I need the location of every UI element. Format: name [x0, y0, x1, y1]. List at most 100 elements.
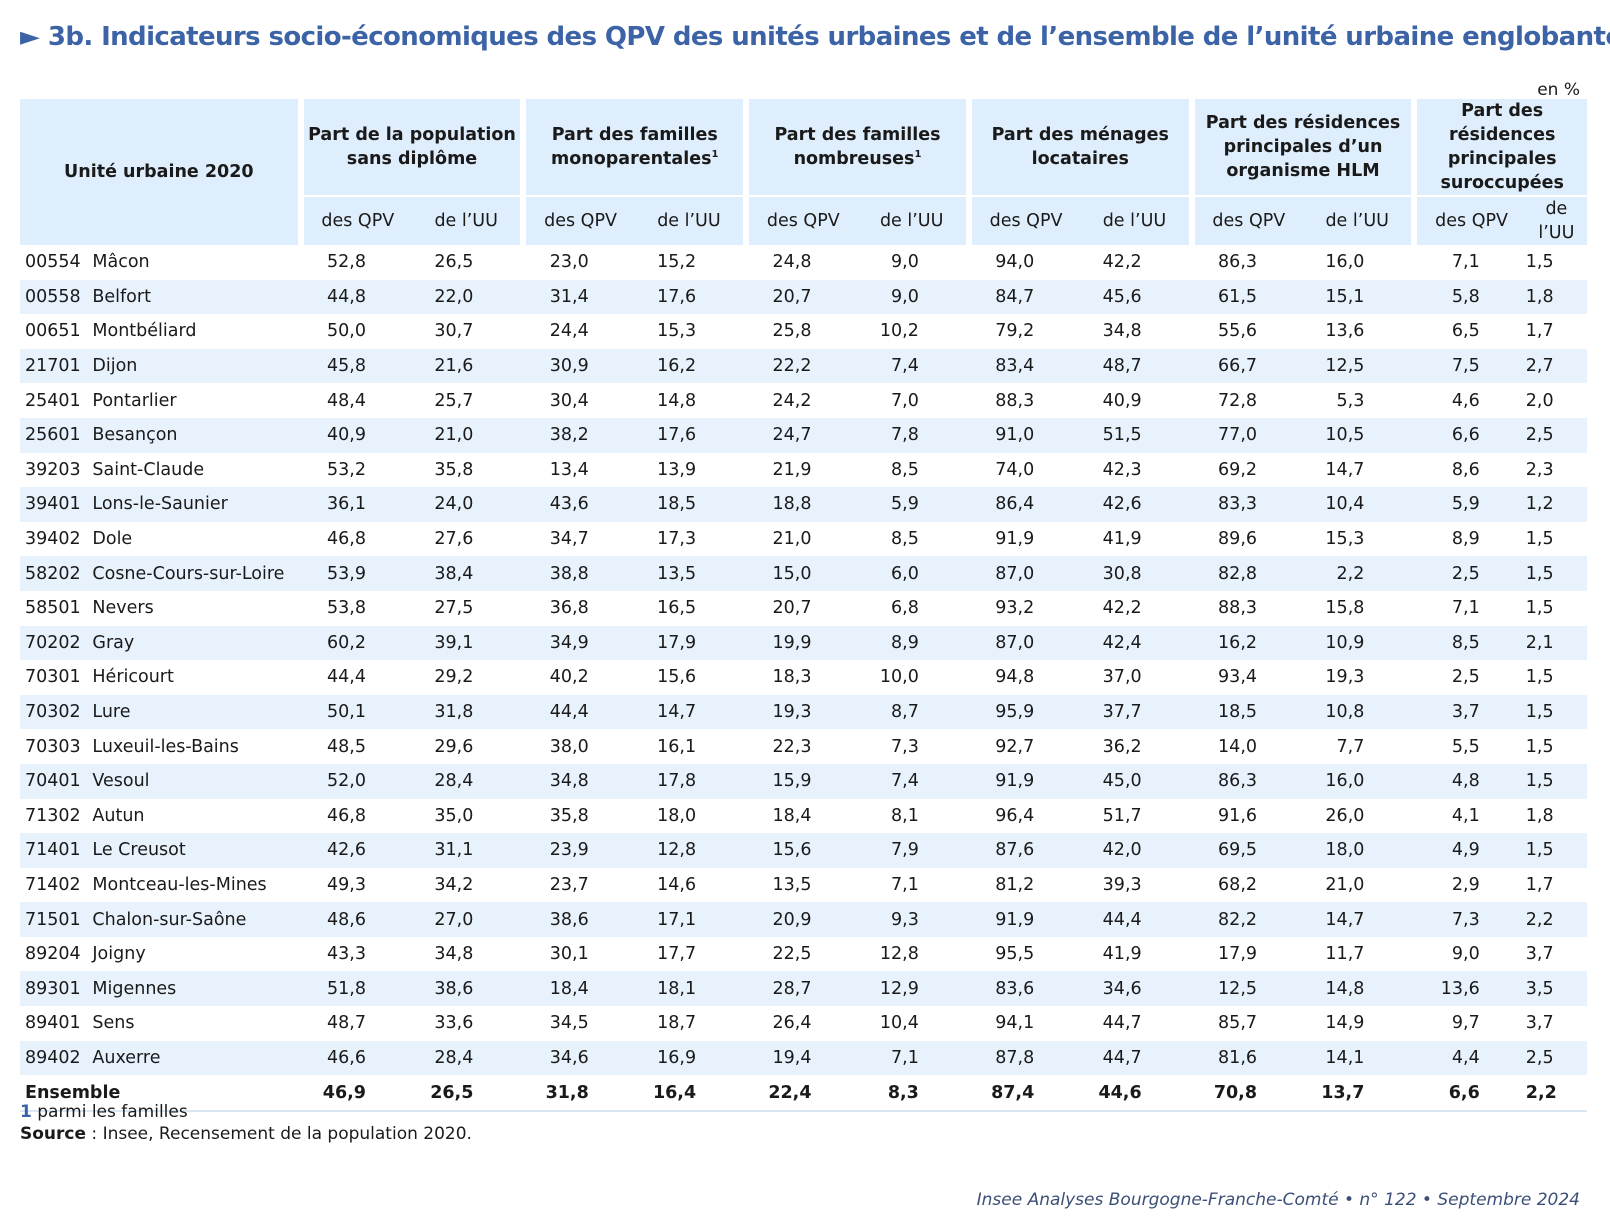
value-uu: 2,5 — [1525, 417, 1587, 453]
value-uu: 27,5 — [434, 598, 474, 619]
value-uu: 38,4 — [411, 556, 524, 591]
value-qpv: 4,4 — [1414, 1040, 1526, 1076]
value-uu: 2,1 — [1525, 625, 1587, 661]
value-uu: 16,4 — [634, 1075, 747, 1112]
value-uu: 1,5 — [1525, 763, 1587, 799]
uu-name: Belfort — [86, 279, 301, 315]
total-label: Ensemble — [20, 1075, 301, 1112]
value-qpv: 43,3 — [327, 944, 366, 965]
value-uu: 45,0 — [1080, 763, 1192, 799]
value-uu: 3,7 — [1525, 944, 1554, 965]
value-uu: 11,7 — [1325, 944, 1365, 965]
value-qpv: 6,6 — [1414, 1075, 1526, 1112]
value-qpv: 4,8 — [1414, 763, 1526, 799]
table-row: 70202 Gray 60,2 39,1 34,9 17,9 19,9 8,9 87,0 42,4… — [20, 625, 1587, 661]
value-uu: 14,7 — [634, 694, 747, 730]
value-qpv: 91,0 — [968, 417, 1081, 453]
value-qpv: 81,6 — [1191, 1040, 1304, 1076]
value-uu: 48,7 — [1080, 348, 1192, 384]
value-qpv: 31,8 — [523, 1075, 635, 1112]
value-uu: 17,9 — [634, 625, 747, 661]
value-qpv: 38,6 — [523, 902, 635, 937]
value-uu: 2,2 — [1303, 556, 1415, 591]
value-qpv: 7,1 — [1451, 252, 1480, 273]
value-qpv: 88,3 — [1218, 598, 1258, 619]
value-uu: 17,3 — [657, 529, 697, 550]
value-uu: 27,0 — [411, 902, 524, 937]
value-qpv: 2,5 — [1451, 667, 1480, 688]
value-uu: 10,4 — [879, 1013, 919, 1034]
value-uu: 1,5 — [1525, 694, 1587, 730]
value-qpv: 50,1 — [300, 694, 412, 730]
value-qpv: 7,1 — [1451, 598, 1480, 619]
value-qpv: 5,9 — [1414, 487, 1526, 522]
value-qpv: 36,8 — [549, 598, 589, 619]
value-qpv: 53,8 — [327, 598, 366, 619]
table-row: 25401 Pontarlier 48,4 25,7 30,4 14,8 24,2 7,0 88… — [20, 383, 1587, 418]
value-uu: 10,9 — [1303, 625, 1415, 661]
value-qpv: 24,7 — [746, 417, 858, 453]
value-qpv: 19,3 — [746, 694, 858, 730]
value-uu: 17,1 — [634, 902, 747, 937]
value-uu: 22,0 — [411, 279, 524, 315]
table-row: 58501 Nevers 53,8 27,5 36,8 16,5 20,7 6,8 93,2 42… — [20, 591, 1587, 626]
uu-name: Cosne-Cours-sur-Loire — [86, 556, 301, 591]
value-uu: 44,7 — [1080, 1040, 1192, 1076]
value-qpv: 21,0 — [772, 529, 812, 550]
uu-name: Dijon — [86, 348, 301, 384]
value-qpv: 79,2 — [995, 321, 1035, 342]
value-uu: 7,3 — [891, 736, 919, 757]
value-uu: 18,0 — [1303, 833, 1415, 868]
value-qpv: 36,1 — [300, 487, 412, 522]
value-qpv: 14,0 — [1218, 736, 1258, 757]
uu-name: Le Creusot — [86, 833, 301, 868]
value-uu: 40,9 — [1102, 390, 1142, 411]
value-uu: 12,5 — [1303, 348, 1415, 384]
value-uu: 8,9 — [857, 625, 969, 661]
table-row: 70301 Héricourt 44,4 29,2 40,2 15,6 18,3 10,0 94… — [20, 660, 1587, 695]
value-qpv: 35,8 — [549, 805, 589, 826]
value-qpv: 68,2 — [1218, 874, 1258, 895]
footnote: 1 parmi les familles — [20, 1102, 188, 1122]
value-qpv: 60,2 — [300, 625, 412, 661]
unit-label: en % — [1537, 80, 1580, 100]
value-uu: 31,8 — [411, 694, 524, 730]
value-qpv: 28,7 — [746, 971, 858, 1007]
header-group-5: Part des résidences principales suroccup… — [1411, 99, 1587, 196]
uu-code: 89204 — [25, 944, 81, 965]
value-uu: 41,9 — [1102, 944, 1142, 965]
value-uu: 15,3 — [1325, 529, 1365, 550]
value-uu: 1,5 — [1525, 598, 1554, 619]
value-qpv: 8,9 — [1451, 529, 1480, 550]
uu-code: 39402 — [25, 529, 81, 550]
value-qpv: 18,4 — [523, 971, 635, 1007]
value-uu: 17,8 — [634, 763, 747, 799]
value-uu: 37,7 — [1080, 694, 1192, 730]
value-uu: 28,4 — [411, 763, 524, 799]
value-qpv: 83,6 — [968, 971, 1081, 1007]
value-qpv: 34,6 — [523, 1040, 635, 1076]
value-qpv: 13,6 — [1414, 971, 1526, 1007]
uu-name: Montbéliard — [92, 321, 197, 342]
value-qpv: 38,8 — [523, 556, 635, 591]
value-qpv: 74,0 — [995, 459, 1035, 480]
value-qpv: 52,0 — [300, 763, 412, 799]
value-uu: 42,4 — [1080, 625, 1192, 661]
value-uu: 8,3 — [857, 1075, 969, 1112]
value-uu: 15,3 — [657, 321, 697, 342]
uu-code: 00651 — [25, 321, 81, 342]
value-qpv: 87,8 — [968, 1040, 1081, 1076]
value-uu: 29,2 — [434, 667, 474, 688]
value-uu: 7,1 — [891, 874, 919, 895]
value-qpv: 49,3 — [327, 874, 366, 895]
value-qpv: 52,8 — [327, 252, 366, 273]
value-qpv: 30,9 — [523, 348, 635, 384]
value-qpv: 96,4 — [995, 805, 1035, 826]
table-row: 70302 Lure 50,1 31,8 44,4 14,7 19,3 8,7 95,9 37,7… — [20, 694, 1587, 730]
value-qpv: 46,9 — [300, 1075, 412, 1112]
value-uu: 18,1 — [634, 971, 747, 1007]
value-qpv: 7,5 — [1414, 348, 1526, 384]
value-qpv: 23,7 — [549, 874, 589, 895]
value-qpv: 2,5 — [1414, 556, 1526, 591]
subheader-uu: de l’UU — [634, 195, 747, 245]
